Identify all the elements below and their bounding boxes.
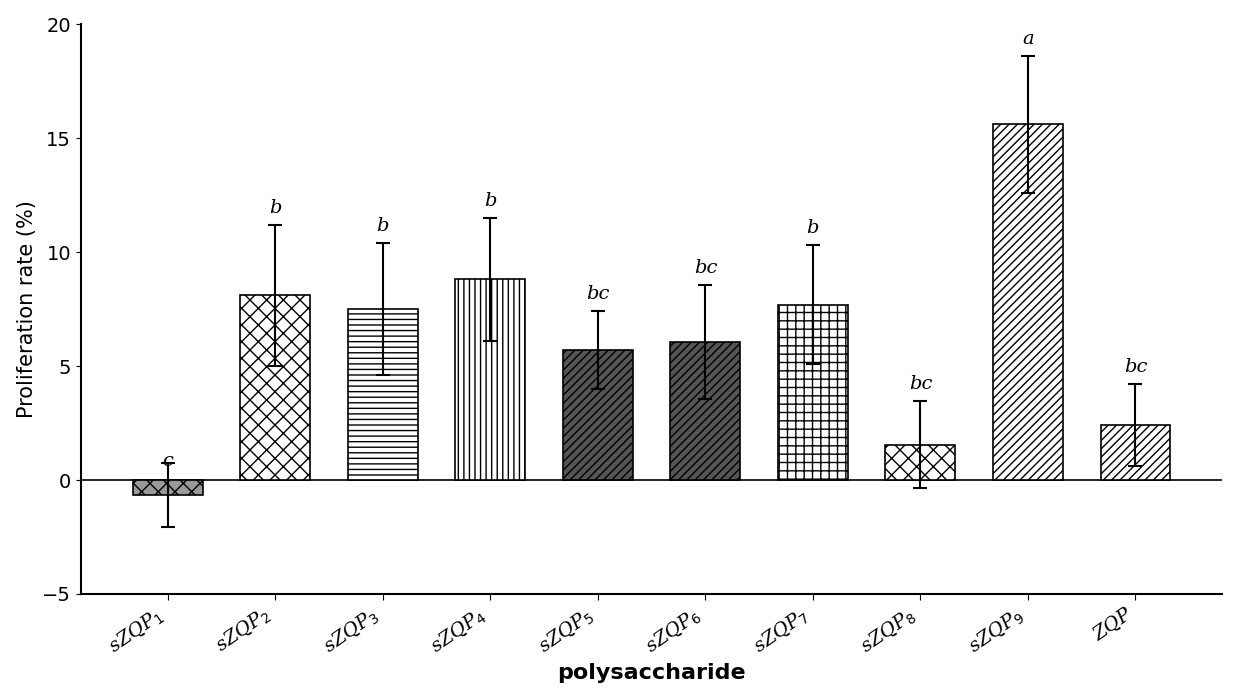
- Bar: [348, 309, 418, 480]
- Text: c: c: [162, 452, 173, 470]
- Text: b: b: [377, 217, 389, 235]
- Bar: [1100, 426, 1171, 480]
- Text: bc: bc: [586, 286, 610, 303]
- Y-axis label: Proliferation rate (%): Proliferation rate (%): [16, 200, 37, 418]
- Bar: [992, 125, 1063, 480]
- Bar: [670, 342, 740, 480]
- Text: bc: bc: [1124, 358, 1147, 377]
- Bar: [455, 279, 525, 480]
- Bar: [133, 480, 203, 495]
- X-axis label: polysaccharide: polysaccharide: [558, 664, 746, 683]
- Text: a: a: [1022, 30, 1033, 48]
- Text: bc: bc: [908, 375, 932, 393]
- Text: b: b: [484, 192, 497, 210]
- Bar: [886, 444, 955, 480]
- Bar: [563, 350, 633, 480]
- Text: b: b: [807, 219, 819, 237]
- Text: b: b: [269, 199, 281, 217]
- Bar: [778, 304, 847, 480]
- Bar: [240, 295, 310, 480]
- Text: bc: bc: [694, 259, 717, 277]
